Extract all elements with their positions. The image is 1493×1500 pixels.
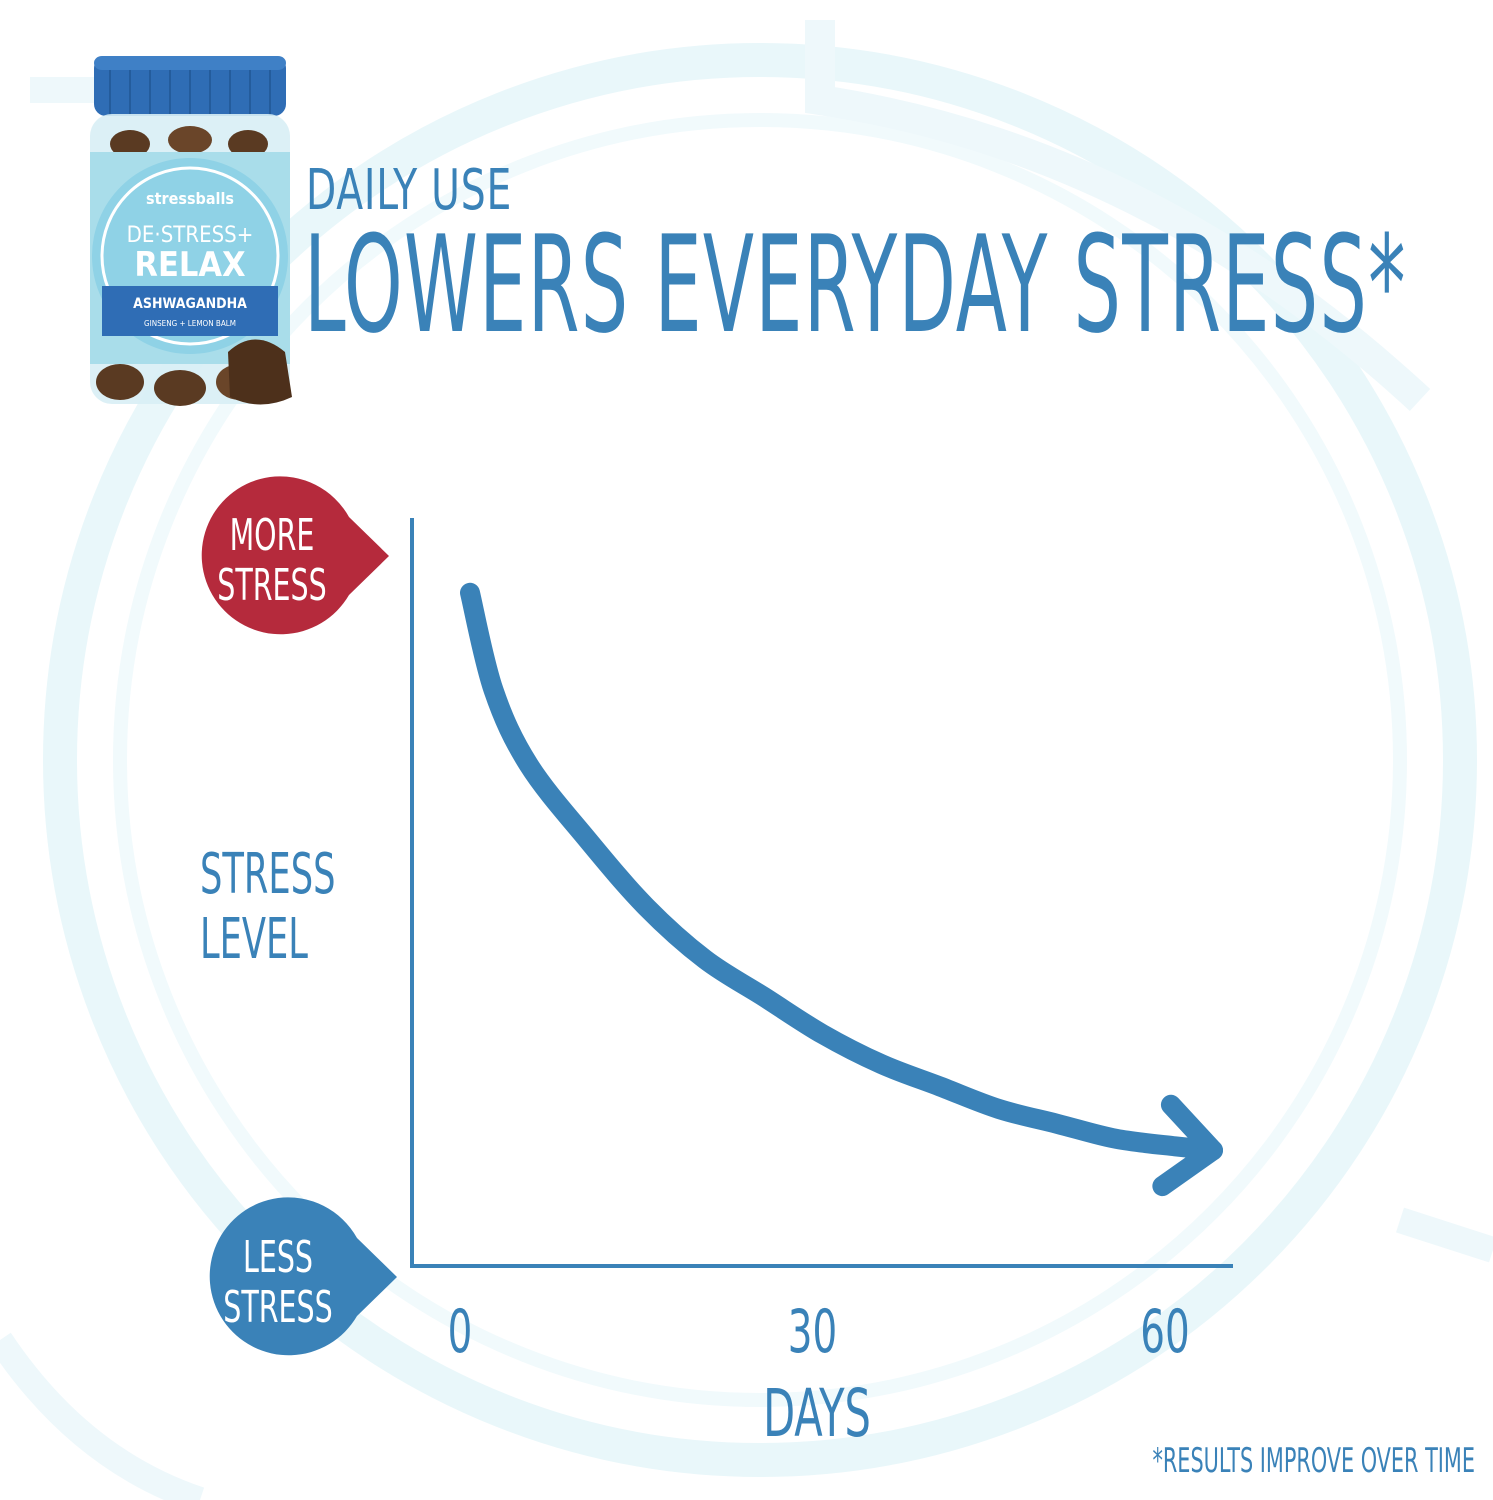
x-axis-label: DAYS xyxy=(763,1376,871,1452)
footnote: *RESULTS IMPROVE OVER TIME xyxy=(1152,1440,1475,1480)
eyebrow-title: DAILY USE xyxy=(306,158,513,223)
page-title: LOWERS EVERYDAY STRESS* xyxy=(304,207,1407,363)
x-tick-label: 30 xyxy=(788,1297,837,1367)
series-line xyxy=(460,582,1223,1161)
product-bottle-image: stressballs DE·STRESS+ RELAX ASHWAGANDHA… xyxy=(90,56,292,406)
series-arrowhead xyxy=(1152,1094,1223,1197)
product-name-line1: DE·STRESS+ xyxy=(127,223,254,248)
x-tick-label: 60 xyxy=(1140,1297,1189,1367)
less-stress-label-line2: STRESS xyxy=(223,1282,332,1334)
more-stress-marker: MORE STRESS xyxy=(201,476,389,635)
brand-logo: stressballs xyxy=(146,189,234,208)
more-stress-label-line2: STRESS xyxy=(217,560,326,612)
product-ingredient: ASHWAGANDHA xyxy=(133,296,247,312)
product-name-line2: RELAX xyxy=(134,245,245,285)
less-stress-marker: LESS STRESS xyxy=(209,1197,397,1356)
y-axis-label-line2: LEVEL xyxy=(200,907,308,972)
y-axis-label-line1: STRESS xyxy=(200,842,335,907)
product-sub-ingredients: GINSENG + LEMON BALM xyxy=(144,319,236,328)
less-stress-label-line1: LESS xyxy=(243,1232,313,1284)
more-stress-label-line1: MORE xyxy=(230,510,315,562)
x-tick-label: 0 xyxy=(448,1297,473,1367)
